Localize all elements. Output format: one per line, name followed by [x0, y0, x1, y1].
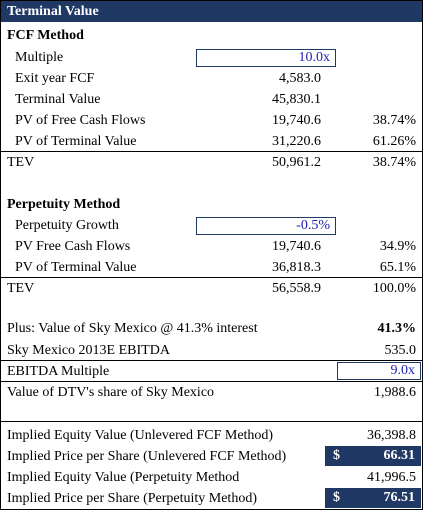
terminal-value-label: Terminal Value — [15, 92, 101, 107]
fcf-pv-fcf-row: PV of Free Cash Flows 19,740.6 38.74% — [1, 110, 422, 131]
sky-plus-label: Plus: Value of Sky Mexico @ 41.3% intere… — [7, 321, 258, 336]
implied-equity-fcf-value: 36,398.8 — [367, 428, 416, 443]
perp-tev-top-border — [1, 277, 422, 278]
sky-plus-row: Plus: Value of Sky Mexico @ 41.3% intere… — [1, 318, 422, 339]
growth-row: Perpetuity Growth -0.5% — [1, 215, 422, 236]
perp-pv-tv-value: 36,818.3 — [272, 260, 321, 275]
perpetuity-method-heading: Perpetuity Method — [7, 197, 121, 212]
fcf-method-heading: FCF Method — [7, 28, 84, 43]
perp-tev-label: TEV — [7, 281, 35, 296]
sky-multiple-top-border — [1, 360, 422, 361]
implied-price-perp-label: Implied Price per Share (Perpetuity Meth… — [7, 491, 257, 506]
sky-plus-value: 41.3% — [377, 321, 417, 336]
perpetuity-growth-input[interactable]: -0.5% — [196, 217, 336, 235]
perp-pv-fcf-label: PV Free Cash Flows — [15, 239, 131, 254]
sky-ebitda-value: 535.0 — [384, 343, 417, 358]
fcf-tev-value: 50,961.2 — [272, 155, 321, 170]
fcf-tev-pct: 38.74% — [372, 155, 416, 170]
sky-multiple-row: EBITDA Multiple 9.0x — [1, 361, 422, 382]
perp-pv-fcf-value: 19,740.6 — [272, 239, 321, 254]
sheet-title: Terminal Value — [1, 1, 422, 22]
px-fcf-row: Implied Price per Share (Unlevered FCF M… — [1, 446, 422, 467]
ebitda-multiple-label: EBITDA Multiple — [7, 364, 110, 379]
perp-pv-tv-pct: 65.1% — [379, 260, 416, 275]
pv-fcf-pct: 38.74% — [372, 113, 416, 128]
pv-tv-pct: 61.26% — [372, 134, 416, 149]
implied-price-fcf-value: 66.31 — [383, 448, 416, 463]
implied-equity-perp-value: 41,996.5 — [367, 470, 416, 485]
perp-pv-tv-row: PV of Terminal Value 36,818.3 65.1% — [1, 257, 422, 278]
perp-pv-fcf-pct: 34.9% — [379, 239, 416, 254]
sky-ebitda-row: Sky Mexico 2013E EBITDA 535.0 — [1, 340, 422, 361]
fcf-heading-row: FCF Method — [1, 25, 422, 46]
implied-equity-perp-label: Implied Equity Value (Perpetuity Method — [7, 470, 240, 485]
exit-fcf-value: 4,583.0 — [279, 71, 321, 86]
sky-share-label: Value of DTV's share of Sky Mexico — [7, 385, 215, 400]
terminal-value-value: 45,830.1 — [272, 92, 321, 107]
px-perp-row: Implied Price per Share (Perpetuity Meth… — [1, 488, 422, 509]
implied-top-border — [1, 421, 422, 422]
dollar-sign: $ — [333, 490, 340, 505]
pv-fcf-label: PV of Free Cash Flows — [15, 113, 146, 128]
implied-price-perp-value: 76.51 — [383, 490, 416, 505]
perp-heading-row: Perpetuity Method — [1, 194, 422, 215]
eq-fcf-row: Implied Equity Value (Unlevered FCF Meth… — [1, 425, 422, 446]
perp-tev-row: TEV 56,558.9 100.0% — [1, 278, 422, 299]
sky-ebitda-label: Sky Mexico 2013E EBITDA — [7, 343, 170, 358]
implied-price-fcf-label: Implied Price per Share (Unlevered FCF M… — [7, 449, 287, 464]
ebitda-multiple-input[interactable]: 9.0x — [337, 362, 421, 380]
fcf-tev-label: TEV — [7, 155, 35, 170]
multiple-label: Multiple — [15, 50, 64, 65]
dollar-sign: $ — [333, 448, 340, 463]
implied-price-fcf-cell: $ 66.31 — [325, 446, 421, 466]
fcf-tev-top-border — [1, 151, 422, 152]
pv-fcf-value: 19,740.6 — [272, 113, 321, 128]
fcf-pv-tv-row: PV of Terminal Value 31,220.6 61.26% — [1, 131, 422, 152]
eq-perp-row: Implied Equity Value (Perpetuity Method … — [1, 467, 422, 488]
multiple-row: Multiple 10.0x — [1, 47, 422, 68]
sky-share-row: Value of DTV's share of Sky Mexico 1,988… — [1, 382, 422, 403]
exit-fcf-label: Exit year FCF — [15, 71, 95, 86]
terminal-value-row: Terminal Value 45,830.1 — [1, 89, 422, 110]
multiple-input[interactable]: 10.0x — [196, 49, 336, 67]
implied-equity-fcf-label: Implied Equity Value (Unlevered FCF Meth… — [7, 428, 274, 443]
perp-pv-fcf-row: PV Free Cash Flows 19,740.6 34.9% — [1, 236, 422, 257]
sky-share-value: 1,988.6 — [374, 385, 416, 400]
perp-tev-pct: 100.0% — [372, 281, 416, 296]
sky-share-top-border — [1, 381, 422, 382]
perpetuity-growth-label: Perpetuity Growth — [15, 218, 119, 233]
fcf-tev-row: TEV 50,961.2 38.74% — [1, 152, 422, 173]
pv-tv-label: PV of Terminal Value — [15, 134, 137, 149]
perp-pv-tv-label: PV of Terminal Value — [15, 260, 137, 275]
implied-price-perp-cell: $ 76.51 — [325, 488, 421, 508]
exit-fcf-row: Exit year FCF 4,583.0 — [1, 68, 422, 89]
pv-tv-value: 31,220.6 — [272, 134, 321, 149]
perp-tev-value: 56,558.9 — [272, 281, 321, 296]
